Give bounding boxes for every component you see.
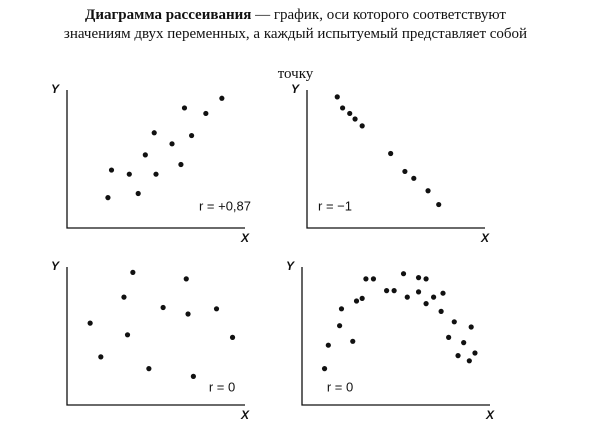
y-axis-label: Y <box>291 82 300 96</box>
point <box>423 301 429 307</box>
axes <box>306 90 485 229</box>
point <box>169 141 175 147</box>
point <box>461 340 467 346</box>
point <box>213 306 220 312</box>
point <box>124 332 131 338</box>
y-axis-label: Y <box>51 259 60 273</box>
point <box>219 95 225 101</box>
point <box>451 319 457 325</box>
point <box>142 152 148 158</box>
axes <box>301 267 490 406</box>
annotation: r = −1 <box>318 198 352 213</box>
x-axis-label: X <box>240 408 250 422</box>
point <box>334 94 340 100</box>
point <box>425 188 431 194</box>
point <box>126 171 132 177</box>
point <box>431 294 437 300</box>
point <box>130 269 136 275</box>
point <box>347 110 353 117</box>
point <box>384 288 390 294</box>
point <box>98 354 104 360</box>
axes <box>66 90 245 229</box>
point <box>87 320 93 326</box>
point <box>185 311 191 317</box>
point <box>340 105 346 111</box>
point <box>350 338 356 344</box>
point <box>423 276 429 282</box>
annotation: r = 0 <box>327 379 353 394</box>
caption-text: — график, оси которого соответствуют <box>251 7 506 23</box>
point <box>415 275 422 281</box>
point <box>190 373 196 379</box>
annotation: r = 0 <box>209 379 235 394</box>
y-axis-label: Y <box>286 259 295 273</box>
point <box>353 298 360 304</box>
point <box>321 366 328 372</box>
caption-text: значениям двух переменных, а каждый испы… <box>63 26 528 42</box>
point <box>108 167 115 173</box>
point <box>352 116 358 122</box>
point <box>203 110 209 117</box>
point <box>105 195 111 201</box>
point <box>415 289 422 295</box>
x-axis-label: X <box>240 231 250 245</box>
point <box>338 306 345 312</box>
point <box>151 130 157 136</box>
point <box>370 276 377 282</box>
point <box>337 323 343 329</box>
point <box>189 132 195 139</box>
caption-term: Диаграмма рассеивания <box>85 7 252 23</box>
point <box>436 201 442 208</box>
point <box>468 324 474 330</box>
point <box>446 334 452 340</box>
caption: Диаграмма рассеивания — график, оси кото… <box>0 6 591 44</box>
point <box>466 358 472 364</box>
point <box>400 271 407 277</box>
point <box>472 350 478 356</box>
x-axis-label: X <box>485 408 495 422</box>
point <box>440 290 446 296</box>
point <box>391 288 397 294</box>
point <box>146 366 152 372</box>
point <box>438 308 444 314</box>
point <box>359 295 365 301</box>
x-axis-label: X <box>480 231 490 245</box>
point <box>388 150 394 157</box>
annotation: r = +0,87 <box>199 198 251 213</box>
point <box>404 294 410 300</box>
point <box>135 190 141 197</box>
point <box>160 304 166 311</box>
point <box>181 105 188 111</box>
point <box>402 168 408 175</box>
point <box>121 294 127 300</box>
point <box>183 276 189 282</box>
point <box>359 123 365 129</box>
point <box>178 161 184 168</box>
point <box>229 334 236 340</box>
point <box>325 342 331 348</box>
point <box>153 171 159 177</box>
caption-text: точку <box>277 66 314 82</box>
point <box>455 353 461 359</box>
point <box>411 175 417 181</box>
point <box>363 276 369 282</box>
axes <box>66 267 245 406</box>
y-axis-label: Y <box>51 82 60 96</box>
